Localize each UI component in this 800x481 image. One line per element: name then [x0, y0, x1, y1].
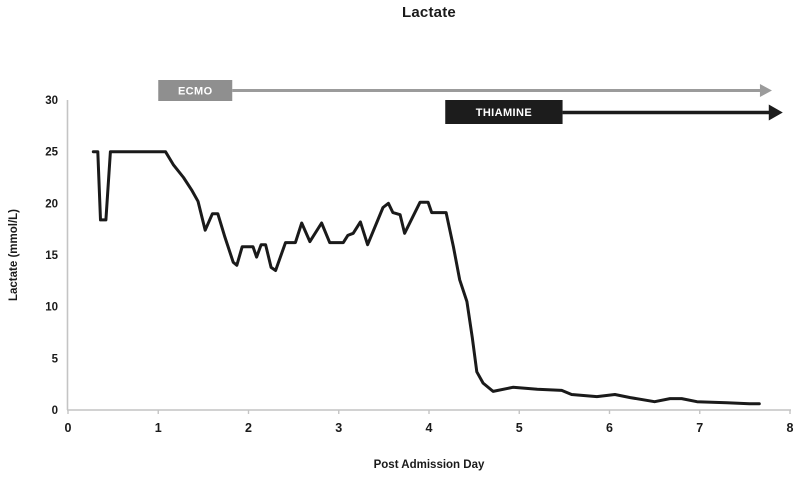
- thiamine-arrowhead: [768, 104, 783, 121]
- lactate-series-line: [91, 150, 761, 406]
- ecmo-arrowhead: [759, 84, 772, 97]
- y-tick-label: 5: [52, 353, 59, 365]
- x-tick-label: 3: [335, 421, 342, 435]
- ecmo-bar: [158, 80, 233, 101]
- y-tick-label: 0: [52, 405, 58, 417]
- x-tick-label: 4: [426, 421, 433, 435]
- x-tick-label: 7: [696, 421, 703, 435]
- y-tick-label: 20: [45, 198, 58, 210]
- x-tick-label: 8: [787, 421, 794, 435]
- y-tick-label: 25: [45, 147, 58, 159]
- x-tick-label: 1: [155, 421, 162, 435]
- y-tick-label: 15: [45, 250, 58, 262]
- thiamine-bar: [445, 100, 563, 124]
- y-tick-label: 10: [45, 302, 58, 314]
- x-tick-label: 0: [65, 421, 72, 435]
- chart-title: Lactate: [402, 4, 456, 21]
- x-axis-label: Post Admission Day: [373, 459, 485, 471]
- thiamine-label: THIAMINE: [476, 107, 532, 119]
- ecmo-label: ECMO: [178, 86, 213, 98]
- x-tick-label: 5: [516, 421, 523, 435]
- x-tick-label: 2: [245, 421, 252, 435]
- x-tick-label: 6: [606, 421, 613, 435]
- y-tick-label: 30: [45, 95, 58, 107]
